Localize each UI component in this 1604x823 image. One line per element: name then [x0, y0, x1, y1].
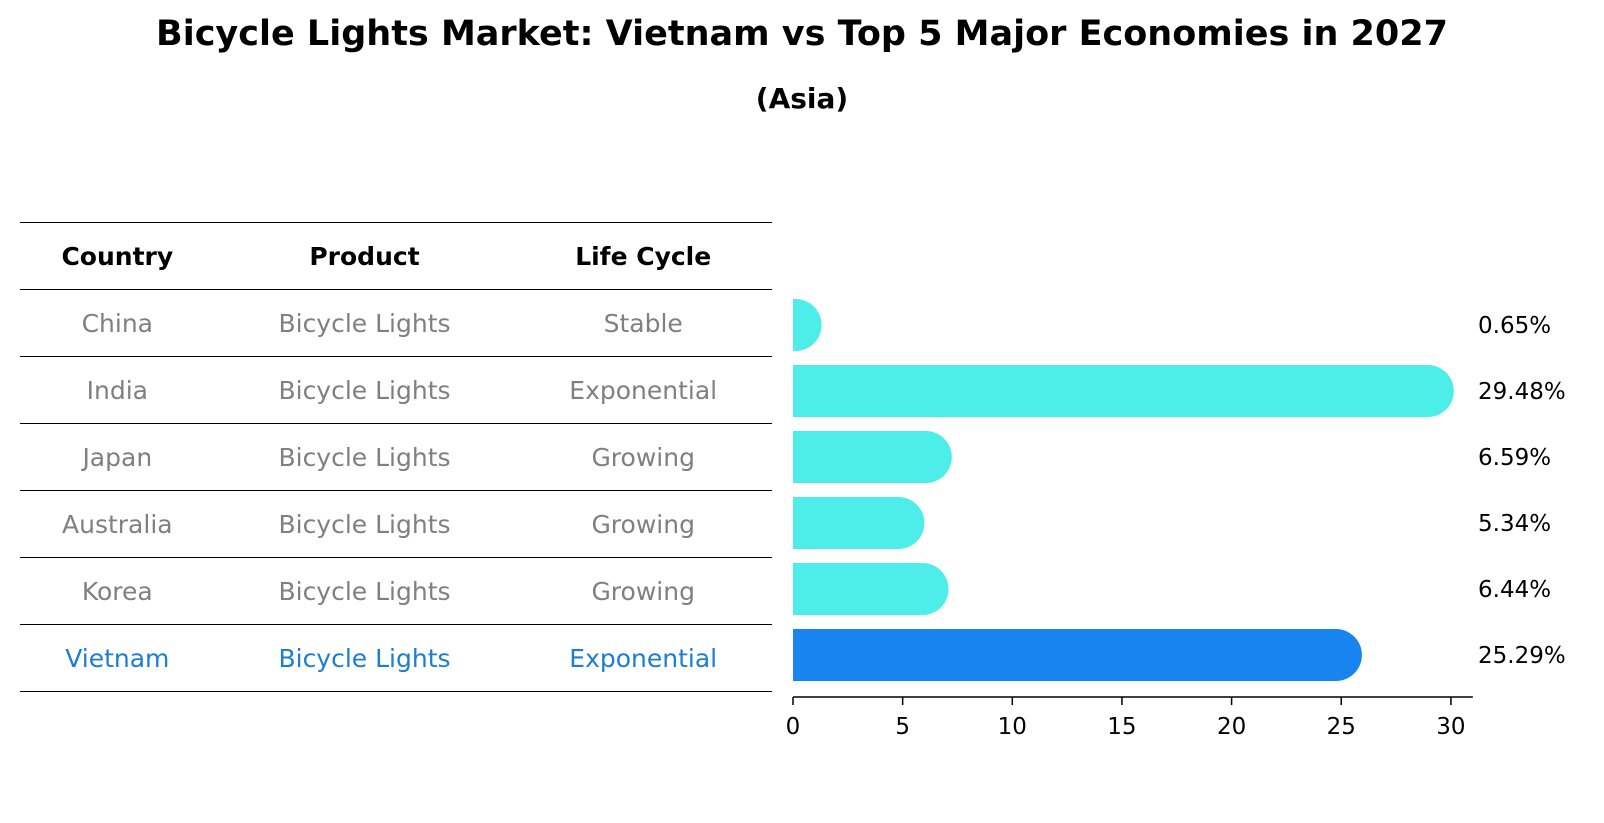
- bar-vietnam: [793, 629, 1362, 681]
- table-row: Korea Bicycle Lights Growing: [20, 557, 772, 625]
- market-table: Country Product Life Cycle China Bicycle…: [20, 222, 772, 692]
- cell-country: Vietnam: [20, 624, 215, 692]
- table-header-row: Country Product Life Cycle: [20, 222, 772, 290]
- bar-australia: [793, 497, 925, 549]
- cell-product: Bicycle Lights: [214, 356, 515, 424]
- cell-life-cycle: Exponential: [514, 624, 772, 692]
- x-tick-label: 5: [895, 714, 910, 740]
- value-label-vietnam: 25.29%: [1478, 643, 1566, 669]
- chart-subtitle: (Asia): [755, 82, 849, 115]
- cell-life-cycle: Growing: [514, 557, 772, 625]
- cell-country: Japan: [20, 423, 215, 491]
- value-label-korea: 6.44%: [1478, 577, 1551, 603]
- x-tick-label: 15: [1107, 714, 1136, 740]
- x-tick-label: 10: [998, 714, 1027, 740]
- value-label-china: 0.65%: [1478, 313, 1551, 339]
- cell-life-cycle: Stable: [514, 289, 772, 357]
- chart-title: Bicycle Lights Market: Vietnam vs Top 5 …: [156, 14, 1448, 54]
- cell-country: China: [20, 289, 215, 357]
- cell-product: Bicycle Lights: [214, 557, 515, 625]
- cell-country: Australia: [20, 490, 215, 558]
- bar-korea: [793, 563, 949, 615]
- cell-country: Korea: [20, 557, 215, 625]
- cell-life-cycle: Growing: [514, 490, 772, 558]
- x-tick-label: 30: [1436, 714, 1465, 740]
- header-product: Product: [214, 222, 515, 290]
- table-row: Australia Bicycle Lights Growing: [20, 490, 772, 558]
- header-country: Country: [20, 222, 215, 290]
- table-row: Japan Bicycle Lights Growing: [20, 423, 772, 491]
- x-tick-label: 0: [786, 714, 801, 740]
- table-row-highlight: Vietnam Bicycle Lights Exponential: [20, 624, 772, 692]
- bar-china: [793, 299, 822, 351]
- header-life-cycle: Life Cycle: [514, 222, 772, 290]
- table-row: India Bicycle Lights Exponential: [20, 356, 772, 424]
- bar-india: [793, 365, 1454, 417]
- cell-country: India: [20, 356, 215, 424]
- table-row: China Bicycle Lights Stable: [20, 289, 772, 357]
- value-label-india: 29.48%: [1478, 379, 1566, 405]
- cell-product: Bicycle Lights: [214, 490, 515, 558]
- bar-japan: [793, 431, 952, 483]
- cell-product: Bicycle Lights: [214, 289, 515, 357]
- value-label-australia: 5.34%: [1478, 511, 1551, 537]
- cell-life-cycle: Exponential: [514, 356, 772, 424]
- x-tick-label: 20: [1217, 714, 1246, 740]
- cell-product: Bicycle Lights: [214, 624, 515, 692]
- value-label-japan: 6.59%: [1478, 445, 1551, 471]
- x-tick-label: 25: [1327, 714, 1356, 740]
- cell-life-cycle: Growing: [514, 423, 772, 491]
- cell-product: Bicycle Lights: [214, 423, 515, 491]
